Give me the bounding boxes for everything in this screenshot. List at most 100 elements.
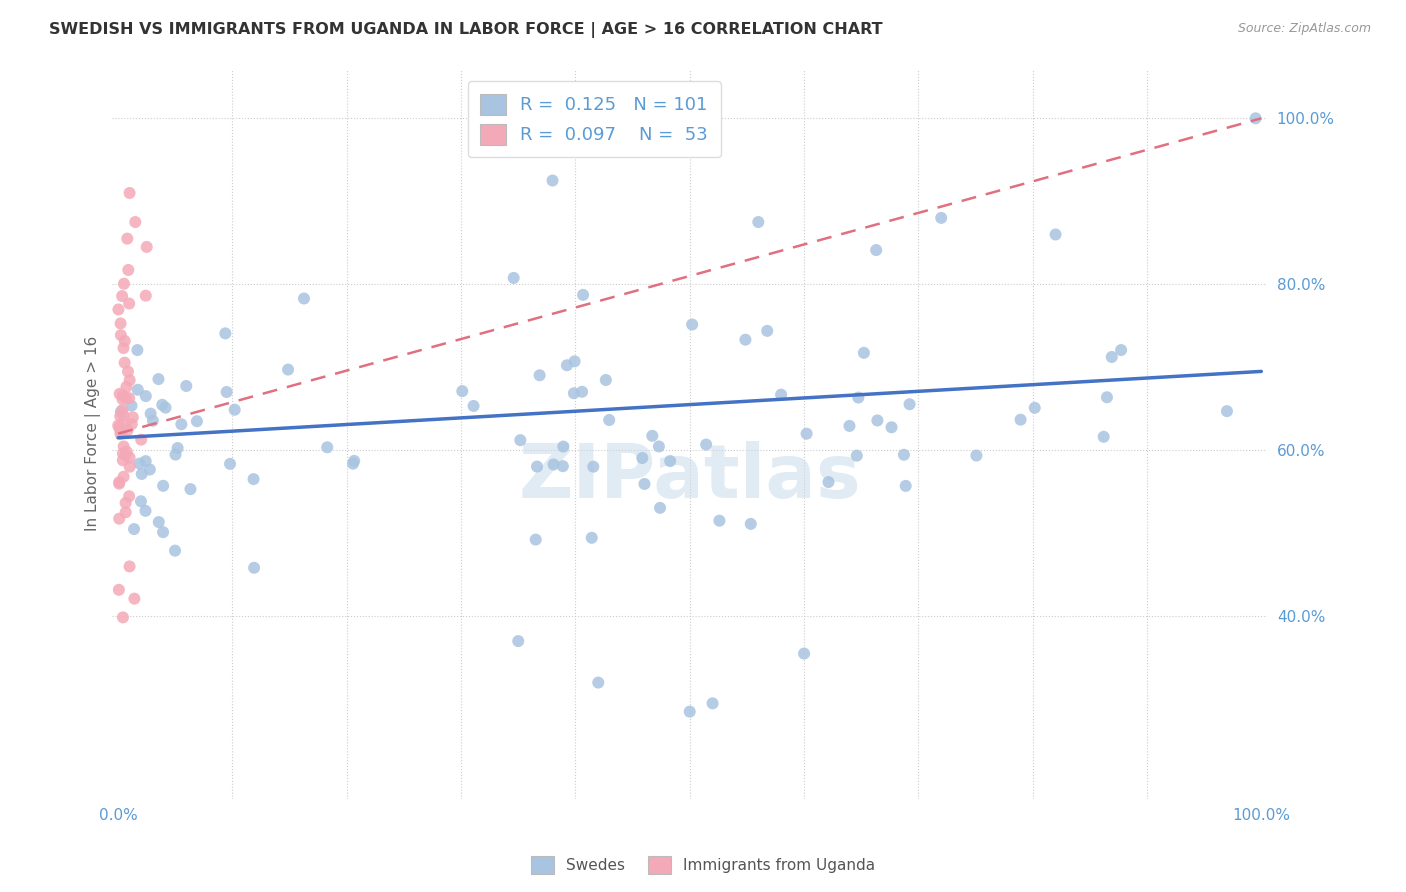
Point xyxy=(572,288,595,302)
Point xyxy=(135,389,157,403)
Point xyxy=(108,512,131,526)
Point xyxy=(152,479,174,493)
Point xyxy=(129,433,152,447)
Point xyxy=(122,522,145,536)
Point xyxy=(929,211,952,225)
Point xyxy=(108,475,131,490)
Point xyxy=(110,426,132,441)
Point xyxy=(112,440,135,454)
Point xyxy=(224,402,246,417)
Point xyxy=(529,368,551,383)
Point xyxy=(114,505,136,519)
Point xyxy=(793,647,815,661)
Point xyxy=(215,384,238,399)
Point xyxy=(451,384,474,398)
Point xyxy=(115,445,138,459)
Point xyxy=(118,450,141,465)
Point xyxy=(543,458,565,472)
Point xyxy=(463,399,485,413)
Point xyxy=(150,398,173,412)
Point xyxy=(135,454,157,468)
Point xyxy=(894,479,917,493)
Text: ZIPatlas: ZIPatlas xyxy=(519,441,860,514)
Point xyxy=(866,413,889,427)
Point xyxy=(112,277,135,291)
Point xyxy=(110,425,132,440)
Point xyxy=(129,494,152,508)
Point xyxy=(148,372,170,386)
Point xyxy=(121,399,143,413)
Point xyxy=(114,391,136,405)
Point xyxy=(142,414,165,428)
Point xyxy=(756,324,779,338)
Point xyxy=(1101,350,1123,364)
Point xyxy=(509,433,531,447)
Point xyxy=(242,472,264,486)
Point xyxy=(165,448,187,462)
Point xyxy=(1109,343,1132,357)
Point xyxy=(170,417,193,432)
Point xyxy=(564,354,586,368)
Point xyxy=(679,705,702,719)
Point xyxy=(110,404,132,418)
Point xyxy=(1024,401,1046,415)
Point xyxy=(108,422,131,436)
Point xyxy=(118,296,141,310)
Point xyxy=(111,446,134,460)
Point xyxy=(1216,404,1239,418)
Point xyxy=(508,634,530,648)
Point xyxy=(118,459,141,474)
Point xyxy=(114,417,136,432)
Point xyxy=(893,448,915,462)
Point xyxy=(115,380,138,394)
Point xyxy=(139,407,162,421)
Point xyxy=(243,561,266,575)
Point xyxy=(709,514,731,528)
Point xyxy=(214,326,236,341)
Point xyxy=(551,459,574,474)
Point xyxy=(148,515,170,529)
Point xyxy=(186,414,208,428)
Point xyxy=(155,401,177,415)
Text: SWEDISH VS IMMIGRANTS FROM UGANDA IN LABOR FORCE | AGE > 16 CORRELATION CHART: SWEDISH VS IMMIGRANTS FROM UGANDA IN LAB… xyxy=(49,22,883,38)
Point xyxy=(127,343,149,357)
Point xyxy=(112,341,135,355)
Point xyxy=(114,356,136,370)
Point xyxy=(111,610,134,624)
Point xyxy=(110,317,132,331)
Point xyxy=(648,500,671,515)
Point xyxy=(1095,390,1118,404)
Point xyxy=(112,409,135,423)
Point xyxy=(582,459,605,474)
Point xyxy=(659,454,682,468)
Point xyxy=(114,334,136,348)
Point xyxy=(1010,412,1032,426)
Point xyxy=(112,469,135,483)
Point xyxy=(541,173,564,187)
Point xyxy=(846,391,869,405)
Y-axis label: In Labor Force | Age > 16: In Labor Force | Age > 16 xyxy=(86,336,101,532)
Legend: Swedes, Immigrants from Uganda: Swedes, Immigrants from Uganda xyxy=(524,850,882,880)
Point xyxy=(880,420,903,434)
Point xyxy=(1092,430,1115,444)
Point xyxy=(179,482,201,496)
Point xyxy=(965,449,987,463)
Point xyxy=(127,383,149,397)
Point xyxy=(110,328,132,343)
Point xyxy=(292,292,315,306)
Point xyxy=(342,457,364,471)
Text: Source: ZipAtlas.com: Source: ZipAtlas.com xyxy=(1237,22,1371,36)
Point xyxy=(648,440,671,454)
Point xyxy=(702,696,724,710)
Point xyxy=(163,543,186,558)
Point xyxy=(555,358,578,372)
Point xyxy=(898,397,921,411)
Point xyxy=(128,457,150,471)
Point xyxy=(111,289,134,303)
Point xyxy=(838,418,860,433)
Point xyxy=(152,525,174,540)
Point xyxy=(139,462,162,476)
Point xyxy=(1244,112,1267,126)
Point xyxy=(316,440,339,454)
Point xyxy=(631,450,654,465)
